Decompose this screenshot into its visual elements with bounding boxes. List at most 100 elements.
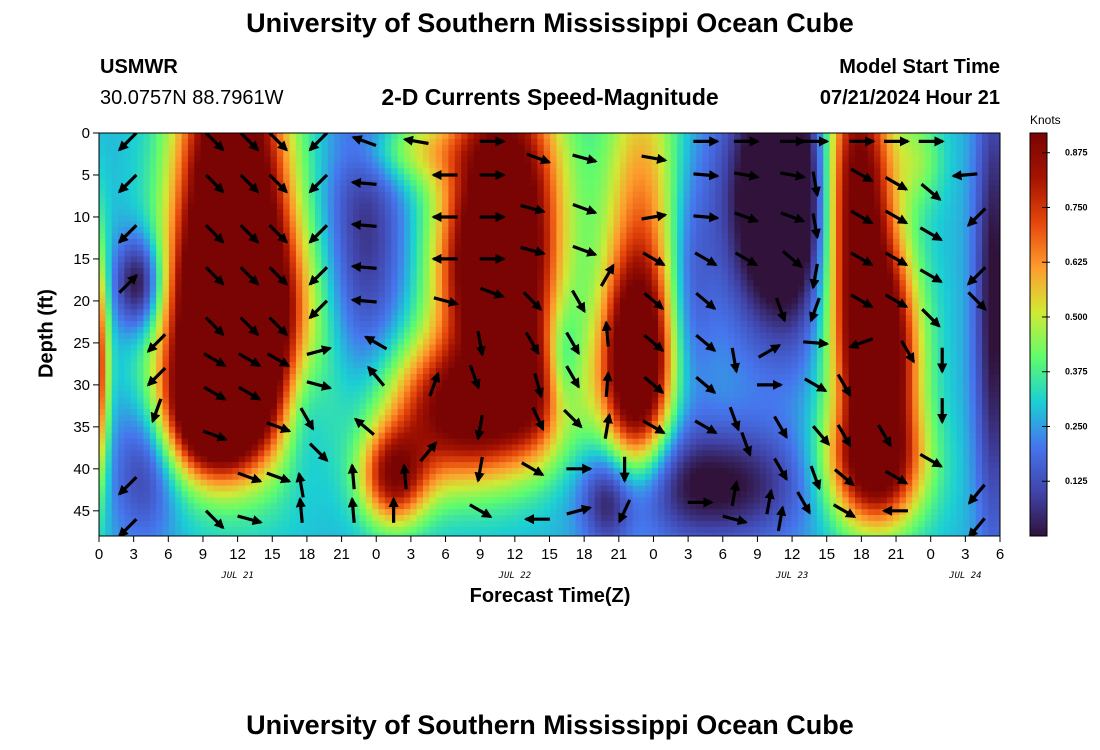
- heatmap-cell: [543, 191, 551, 199]
- heatmap-cell: [537, 509, 545, 516]
- heatmap-cell: [149, 191, 157, 199]
- heatmap-cell: [480, 297, 488, 305]
- heatmap-cell: [410, 368, 418, 375]
- heatmap-cell: [461, 338, 469, 346]
- heatmap-cell: [302, 362, 310, 369]
- heatmap-cell: [111, 456, 119, 463]
- heatmap-cell: [130, 303, 138, 310]
- heatmap-cell: [550, 368, 558, 375]
- heatmap-cell: [467, 385, 475, 393]
- heatmap-cell: [492, 315, 500, 322]
- heatmap-cell: [505, 180, 513, 187]
- heatmap-cell: [168, 362, 176, 369]
- heatmap-cell: [480, 162, 488, 169]
- heatmap-cell: [473, 227, 481, 234]
- heatmap-cell: [302, 262, 310, 269]
- heatmap-cell: [467, 491, 475, 498]
- heatmap-cell: [480, 485, 488, 493]
- heatmap-cell: [194, 168, 202, 175]
- heatmap-cell: [492, 244, 500, 252]
- heatmap-cell: [423, 232, 430, 240]
- heatmap-cell: [340, 444, 348, 451]
- heatmap-cell: [270, 438, 278, 446]
- heatmap-cell: [200, 197, 208, 205]
- heatmap-cell: [168, 426, 176, 434]
- heatmap-cell: [257, 444, 265, 451]
- heatmap-cell: [257, 438, 265, 446]
- heatmap-cell: [550, 326, 558, 334]
- heatmap-cell: [334, 209, 342, 216]
- heatmap-cell: [213, 397, 221, 404]
- heatmap-cell: [181, 168, 189, 175]
- heatmap-cell: [105, 332, 113, 340]
- heatmap-cell: [99, 473, 106, 481]
- heatmap-cell: [353, 491, 361, 498]
- heatmap-cell: [105, 503, 113, 510]
- heatmap-cell: [207, 344, 214, 352]
- heatmap-cell: [111, 473, 119, 481]
- heatmap-cell: [257, 497, 265, 504]
- heatmap-cell: [403, 156, 411, 163]
- heatmap-cell: [124, 497, 132, 504]
- heatmap-cell: [264, 168, 272, 175]
- heatmap-cell: [181, 426, 189, 434]
- heatmap-cell: [156, 385, 164, 393]
- heatmap-cell: [264, 456, 272, 463]
- heatmap-cell: [550, 362, 558, 369]
- heatmap-cell: [410, 426, 418, 434]
- heatmap-cell: [461, 497, 469, 504]
- heatmap-cell: [143, 203, 151, 211]
- heatmap-cell: [200, 403, 208, 410]
- heatmap-cell: [442, 397, 450, 404]
- heatmap-cell: [137, 503, 145, 510]
- heatmap-cell: [359, 256, 367, 263]
- heatmap-cell: [181, 503, 189, 510]
- heatmap-cell: [200, 344, 208, 352]
- heatmap-cell: [187, 444, 195, 451]
- heatmap-cell: [372, 397, 380, 404]
- heatmap-cell: [143, 326, 151, 334]
- heatmap-cell: [105, 162, 113, 169]
- heatmap-cell: [365, 133, 373, 140]
- heatmap-cell: [207, 297, 214, 305]
- heatmap-cell: [149, 426, 157, 434]
- heatmap-cell: [448, 503, 456, 510]
- heatmap-cell: [181, 532, 189, 536]
- heatmap-cell: [365, 156, 373, 163]
- heatmap-cell: [334, 215, 342, 222]
- heatmap-cell: [378, 309, 386, 316]
- heatmap-cell: [340, 397, 348, 404]
- heatmap-cell: [384, 303, 392, 310]
- heatmap-cell: [461, 274, 469, 281]
- heatmap-cell: [327, 338, 335, 346]
- heatmap-cell: [454, 509, 462, 516]
- heatmap-cell: [480, 338, 488, 346]
- heatmap-cell: [365, 262, 373, 269]
- heatmap-cell: [537, 497, 545, 504]
- heatmap-cell: [213, 497, 221, 504]
- heatmap-cell: [391, 485, 399, 493]
- heatmap-cell: [187, 279, 195, 287]
- heatmap-cell: [378, 479, 386, 487]
- heatmap-cell: [416, 227, 424, 234]
- heatmap-cell: [340, 415, 348, 422]
- heatmap-cell: [207, 180, 214, 187]
- heatmap-cell: [346, 315, 354, 322]
- heatmap-cell: [423, 526, 430, 534]
- heatmap-cell: [511, 144, 519, 152]
- heatmap-cell: [149, 509, 157, 516]
- heatmap-cell: [378, 232, 386, 240]
- heatmap-cell: [289, 356, 297, 363]
- heatmap-cell: [245, 344, 253, 352]
- heatmap-cell: [410, 168, 418, 175]
- heatmap-cell: [168, 274, 176, 281]
- heatmap-cell: [359, 438, 367, 446]
- heatmap-cell: [340, 268, 348, 275]
- heatmap-cell: [124, 350, 132, 357]
- heatmap-cell: [359, 444, 367, 451]
- heatmap-cell: [251, 397, 259, 404]
- heatmap-cell: [308, 244, 316, 252]
- heatmap-cell: [162, 462, 170, 469]
- heatmap-cell: [99, 397, 106, 404]
- heatmap-cell: [257, 285, 265, 293]
